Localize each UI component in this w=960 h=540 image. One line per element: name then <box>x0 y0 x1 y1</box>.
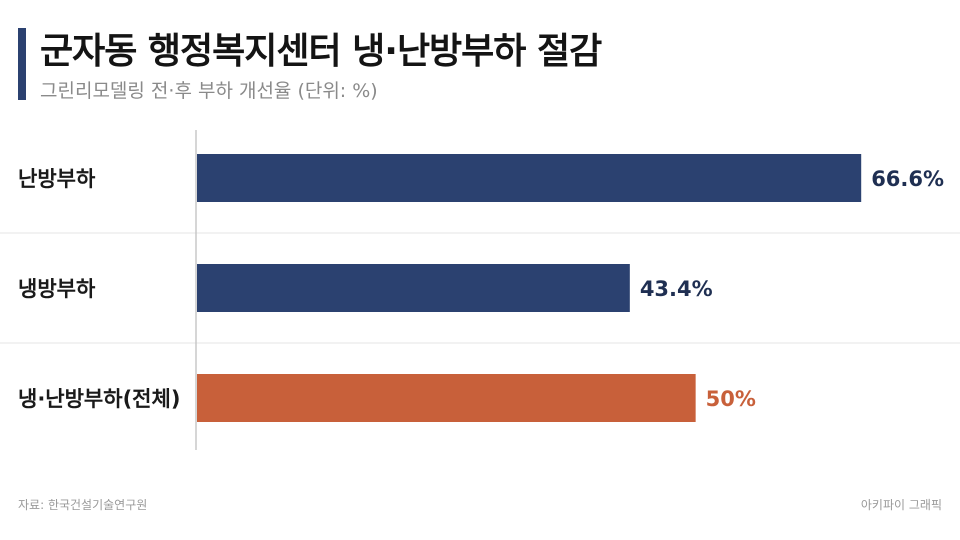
bar-chart: 난방부하 66.6% 냉방부하 43.4% 냉·난방부하(전체) 50% <box>0 130 960 450</box>
bar <box>197 374 696 422</box>
title-accent-bar <box>18 28 26 100</box>
brand-credit: 아키파이 그래픽 <box>860 498 942 512</box>
bar-value-label: 43.4% <box>640 277 713 301</box>
bar-value-label: 66.6% <box>871 167 944 191</box>
category-label: 냉방부하 <box>18 277 96 301</box>
source-note: 자료: 한국건설기술연구원 <box>18 498 148 512</box>
category-label: 난방부하 <box>18 167 96 191</box>
chart-subtitle: 그린리모델링 전·후 부하 개선율 (단위: %) <box>40 80 378 102</box>
bar <box>197 154 862 202</box>
bar-value-label: 50% <box>706 387 756 411</box>
category-label: 냉·난방부하(전체) <box>18 387 180 411</box>
bar <box>197 264 630 312</box>
chart-title: 군자동 행정복지센터 냉·난방부하 절감 <box>40 31 602 72</box>
